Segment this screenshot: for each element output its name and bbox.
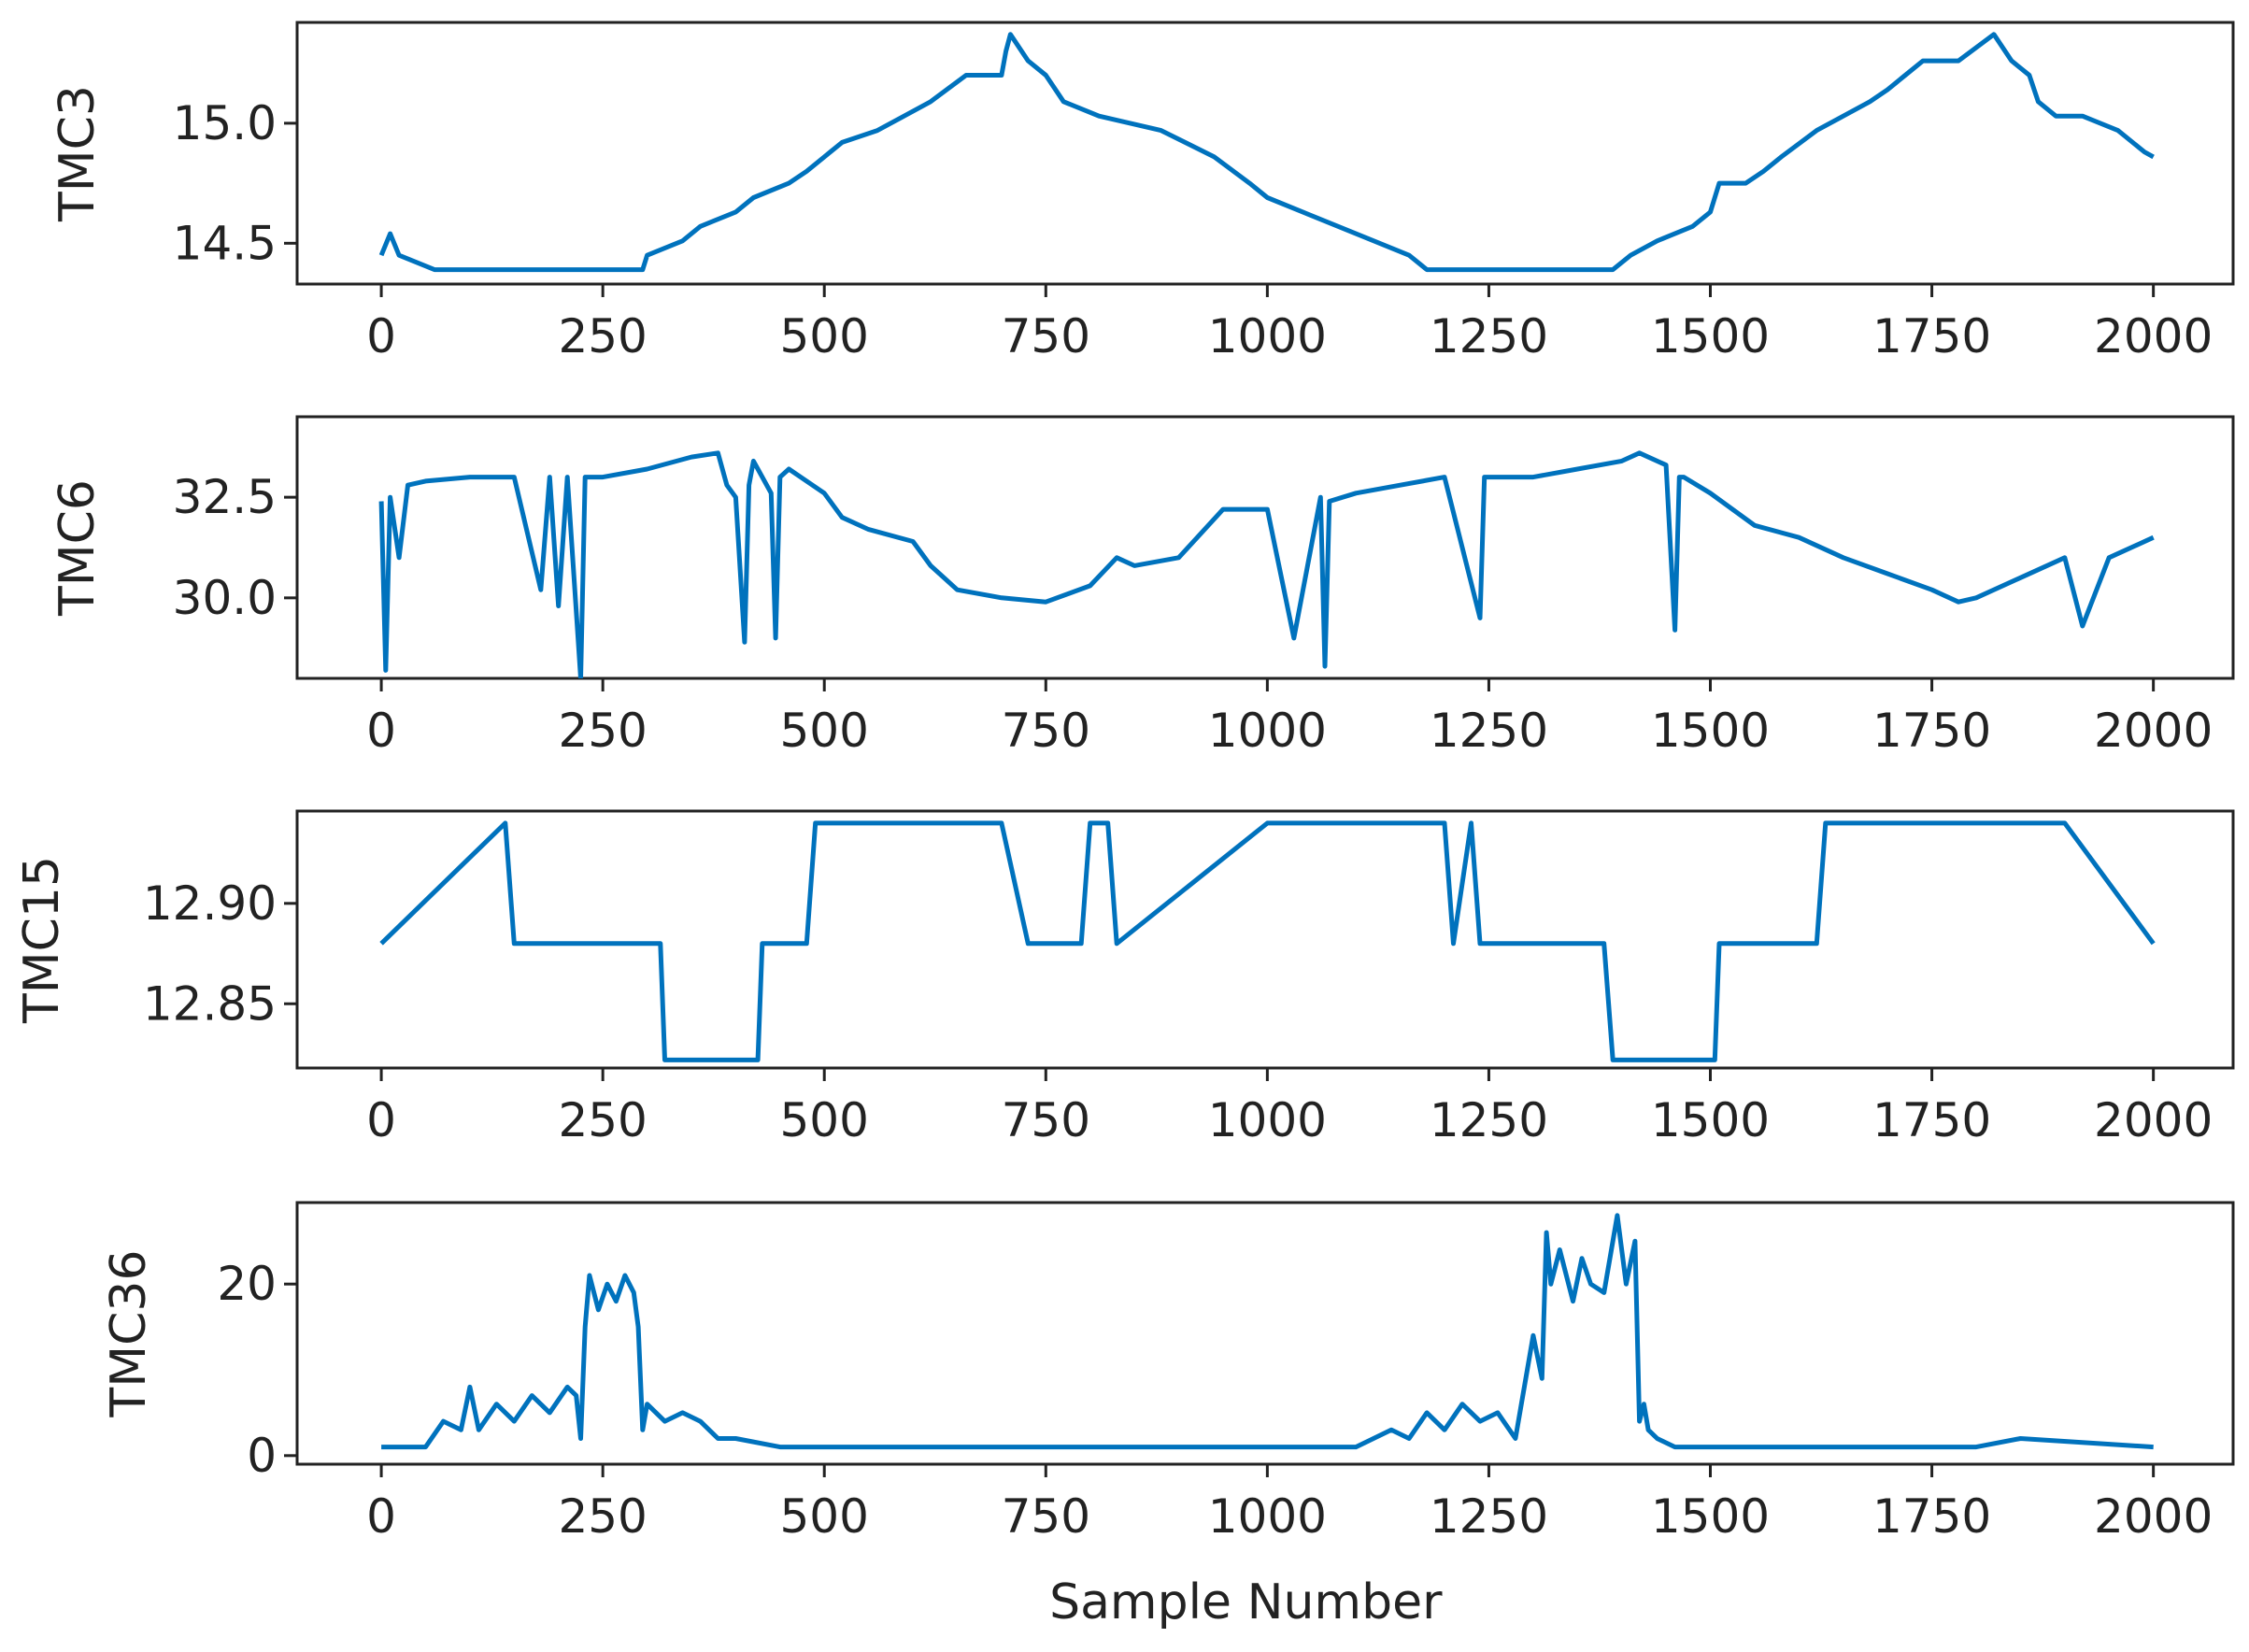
axes-frame xyxy=(295,21,2235,286)
x-tick-label: 1000 xyxy=(1208,1489,1327,1544)
axes-frame xyxy=(295,415,2235,680)
x-tick-label: 750 xyxy=(1002,1093,1090,1147)
y-axis-label: TMC3 xyxy=(50,85,106,222)
y-tick-label: 12.85 xyxy=(143,976,277,1031)
y-tick-label: 14.5 xyxy=(173,216,277,270)
x-tick-label: 2000 xyxy=(2094,309,2213,363)
series-line-tmc3 xyxy=(378,32,2155,273)
x-tick-label: 0 xyxy=(366,704,396,758)
y-tick-label: 0 xyxy=(247,1429,277,1483)
x-tick-label: 1750 xyxy=(1872,1489,1991,1544)
axes-frame xyxy=(295,809,2235,1070)
x-tick-label: 1500 xyxy=(1651,1093,1770,1147)
subplot-1: 0 250 500 750 1000 1250 1500 1750 2000 14.5 15.0 TM… xyxy=(50,21,2235,363)
y-tick-label: 12.90 xyxy=(143,876,277,931)
y-axis-label: TMC6 xyxy=(50,479,106,617)
x-tick-label: 1500 xyxy=(1651,1489,1770,1544)
x-tick-label: 0 xyxy=(366,1489,396,1544)
x-tick-label: 1250 xyxy=(1430,1093,1548,1147)
y-axis-label: TMC36 xyxy=(101,1249,157,1417)
x-tick-label: 500 xyxy=(780,1093,869,1147)
x-tick-label: 0 xyxy=(366,1093,396,1147)
subplot-2: 0 250 500 750 1000 1250 1500 1750 2000 30.0 32.5 TM… xyxy=(50,415,2235,758)
x-tick-label: 500 xyxy=(780,1489,869,1544)
y-tick-label: 20 xyxy=(217,1257,277,1311)
y-tick-label: 15.0 xyxy=(173,96,277,150)
x-tick-label: 500 xyxy=(780,704,869,758)
x-tick-label: 250 xyxy=(558,309,647,363)
subplot-3: 0 250 500 750 1000 1250 1500 1750 2000 12.85 12.90… xyxy=(14,809,2235,1147)
x-tick-label: 1000 xyxy=(1208,1093,1327,1147)
x-tick-label: 2000 xyxy=(2094,1489,2213,1544)
axes-frame xyxy=(295,1201,2235,1466)
x-tick-label: 750 xyxy=(1002,704,1090,758)
y-axis-label: TMC15 xyxy=(14,856,70,1024)
x-tick-label: 750 xyxy=(1002,309,1090,363)
x-tick-label: 1250 xyxy=(1430,704,1548,758)
x-tick-label: 1000 xyxy=(1208,704,1327,758)
x-tick-label: 500 xyxy=(780,309,869,363)
x-tick-label: 0 xyxy=(366,309,396,363)
x-tick-label: 1250 xyxy=(1430,309,1548,363)
series-line-tmc6 xyxy=(378,450,2155,678)
x-tick-label: 1750 xyxy=(1872,704,1991,758)
x-tick-label: 250 xyxy=(558,1093,647,1147)
series-line-tmc36 xyxy=(381,1213,2154,1450)
series-line-tmc15 xyxy=(379,820,2156,1062)
x-tick-label: 2000 xyxy=(2094,704,2213,758)
subplot-4: 0 250 500 750 1000 1250 1500 1750 2000 0 20 TMC36 Sa… xyxy=(101,1201,2235,1631)
x-tick-label: 1250 xyxy=(1430,1489,1548,1544)
x-tick-label: 250 xyxy=(558,1489,647,1544)
x-tick-label: 1750 xyxy=(1872,1093,1991,1147)
x-tick-label: 2000 xyxy=(2094,1093,2213,1147)
x-tick-label: 250 xyxy=(558,704,647,758)
x-tick-label: 1000 xyxy=(1208,309,1327,363)
x-tick-label: 1750 xyxy=(1872,309,1991,363)
x-tick-label: 750 xyxy=(1002,1489,1090,1544)
x-tick-label: 1500 xyxy=(1651,704,1770,758)
y-tick-label: 32.5 xyxy=(173,470,277,524)
x-axis-label: Sample Number xyxy=(1049,1574,1443,1631)
y-tick-label: 30.0 xyxy=(173,571,277,625)
x-tick-label: 1500 xyxy=(1651,309,1770,363)
